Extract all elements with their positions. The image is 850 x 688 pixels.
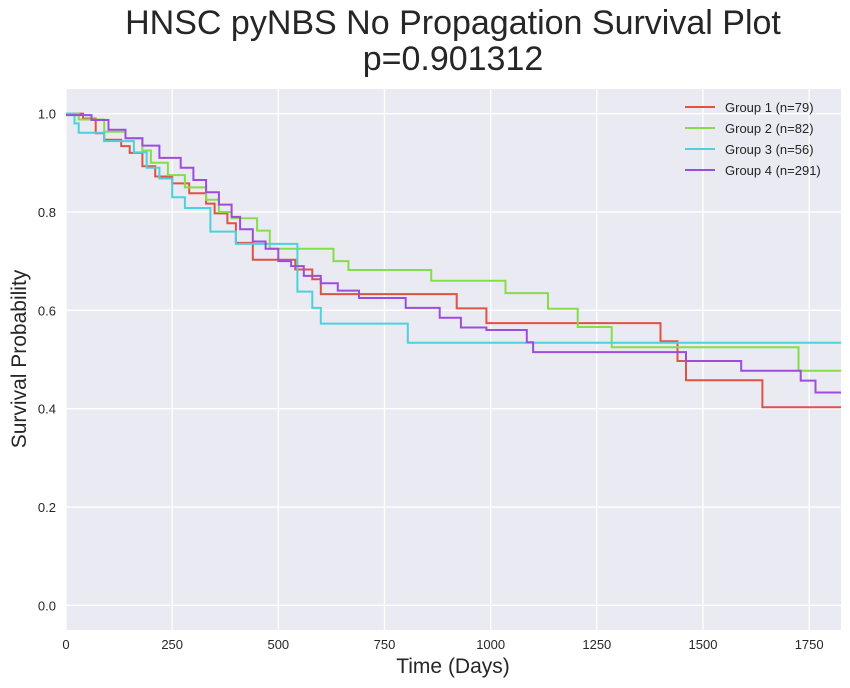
series-line-group-3 bbox=[66, 112, 841, 344]
y-axis-label: Survival Probability bbox=[8, 269, 31, 448]
legend-label: Group 4 (n=291) bbox=[725, 163, 821, 178]
series-line-group-1 bbox=[66, 112, 841, 409]
x-tick-label: 1250 bbox=[582, 637, 611, 652]
x-tick-labels: 0 250 500 750 1000 1250 1500 1750 bbox=[62, 637, 823, 652]
y-tick-label: 1.0 bbox=[38, 107, 56, 122]
grid-lines bbox=[65, 89, 841, 630]
x-tick-label: 0 bbox=[62, 637, 69, 652]
x-tick-label: 1500 bbox=[689, 637, 718, 652]
y-tick-labels: 0.0 0.2 0.4 0.6 0.8 1.0 bbox=[38, 107, 56, 614]
x-tick-label: 1000 bbox=[476, 637, 505, 652]
x-axis-label: Time (Days) bbox=[396, 655, 510, 678]
x-tick-label: 250 bbox=[161, 637, 183, 652]
series-layer bbox=[66, 112, 841, 409]
y-tick-label: 0.4 bbox=[38, 402, 56, 417]
legend: Group 1 (n=79) Group 2 (n=82) Group 3 (n=5… bbox=[685, 100, 821, 178]
y-tick-label: 0.2 bbox=[38, 500, 56, 515]
series-line-group-4 bbox=[66, 114, 841, 394]
x-tick-label: 1750 bbox=[795, 637, 824, 652]
x-tick-label: 750 bbox=[374, 637, 396, 652]
chart-title: HNSC pyNBS No Propagation Survival Plot bbox=[125, 4, 781, 42]
y-tick-label: 0.6 bbox=[38, 303, 56, 318]
legend-label: Group 3 (n=56) bbox=[725, 142, 814, 157]
x-tick-label: 500 bbox=[267, 637, 289, 652]
chart-subtitle: p=0.901312 bbox=[363, 40, 544, 78]
legend-label: Group 2 (n=82) bbox=[725, 121, 814, 136]
y-tick-label: 0.8 bbox=[38, 205, 56, 220]
y-tick-label: 0.0 bbox=[38, 598, 56, 613]
legend-label: Group 1 (n=79) bbox=[725, 100, 814, 115]
